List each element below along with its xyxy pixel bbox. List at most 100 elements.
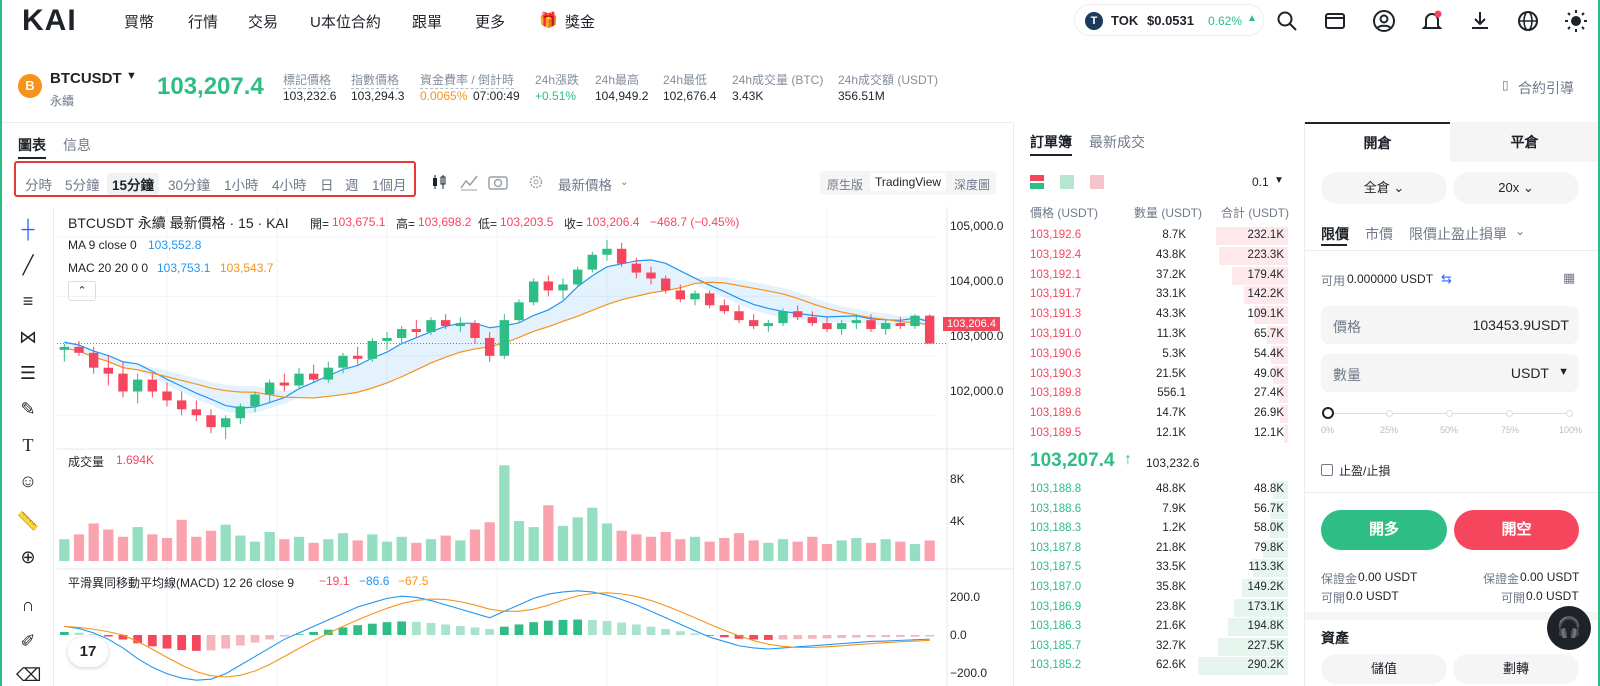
leverage-select[interactable]: 20x ⌄ (1453, 172, 1579, 204)
remove-drawings-icon[interactable]: ⌫ (16, 665, 42, 685)
tf-5m[interactable]: 5分鐘 (65, 178, 100, 193)
bid-row[interactable]: 103,185.2 62.6K 290.2K (1014, 656, 1304, 676)
symbol-selector[interactable]: BTCUSDT (50, 70, 122, 87)
tab-chart[interactable]: 圖表 (18, 137, 46, 153)
indicators-icon[interactable] (460, 173, 478, 191)
nav-more[interactable]: 更多 (475, 14, 506, 31)
tf-1h[interactable]: 1小時 (224, 178, 259, 193)
order-type-market[interactable]: 市價 (1365, 226, 1393, 242)
ask-row[interactable]: 103,190.6 5.3K 54.4K (1014, 345, 1304, 365)
price-input[interactable]: 價格 103453.9 USDT (1321, 306, 1579, 344)
open-short-button[interactable]: 開空 (1454, 510, 1579, 550)
amount-slider-handle[interactable] (1322, 407, 1334, 419)
text-tool-icon[interactable]: T (22, 435, 34, 455)
tf-1mo[interactable]: 1個月 (372, 178, 407, 193)
ob-precision-select[interactable]: 0.1 (1252, 175, 1269, 189)
camera-screenshot-icon[interactable] (488, 173, 508, 191)
download-icon[interactable] (1468, 9, 1492, 33)
tf-1d[interactable]: 日 (320, 178, 334, 193)
view-tradingview[interactable]: TradingView (870, 173, 947, 191)
zoom-in-icon[interactable]: ⊕ (20, 547, 36, 567)
fib-icon[interactable]: ☰ (19, 363, 37, 383)
ruler-icon[interactable]: 📏 (16, 511, 40, 531)
crosshair-icon[interactable]: ┼ (21, 219, 35, 239)
search-icon[interactable] (1276, 10, 1298, 32)
calculator-icon[interactable]: ▦ (1563, 270, 1576, 285)
caret-down-icon[interactable]: ▼ (126, 70, 137, 82)
transfer-button[interactable]: 劃轉 (1453, 654, 1579, 684)
transfer-swap-icon[interactable]: ⇆ (1441, 271, 1452, 286)
tpsl-checkbox[interactable] (1321, 464, 1333, 476)
deposit-button[interactable]: 儲值 (1321, 654, 1447, 684)
precision-chevron-icon[interactable]: ▼ (1274, 175, 1284, 186)
tok-ticker-pill[interactable]: T TOK $0.0531 0.62% ▲ (1074, 4, 1264, 36)
caret-down-icon[interactable]: ▼ (1558, 366, 1569, 378)
nav-usdt-futures[interactable]: U本位合約 (310, 14, 381, 31)
ask-row[interactable]: 103,189.8 556.1 27.4K (1014, 384, 1304, 404)
kai-logo[interactable]: KAI (22, 4, 77, 37)
slider-stop[interactable] (1446, 410, 1453, 417)
bid-row[interactable]: 103,186.3 21.6K 194.8K (1014, 617, 1304, 637)
nav-markets[interactable]: 行情 (188, 14, 219, 31)
tpsl-checkbox-label[interactable]: 止盈/止損 (1339, 464, 1391, 478)
mac-indicator-label[interactable]: MAC 20 20 0 0 (68, 261, 149, 275)
mark-price-label[interactable]: 標記價格 (283, 73, 332, 89)
notification-bell-icon[interactable] (1420, 9, 1444, 33)
index-price-label[interactable]: 指數價格 (351, 73, 400, 89)
support-headset-icon[interactable]: 🎧 (1547, 606, 1591, 650)
chevron-down-icon[interactable]: ⌄ (620, 177, 629, 188)
lock-drawing-icon[interactable]: ✐ (20, 631, 36, 651)
tf-4h[interactable]: 4小時 (272, 178, 307, 193)
bid-row[interactable]: 103,187.5 33.5K 113.3K (1014, 558, 1304, 578)
volume-indicator-label[interactable]: 成交量 (68, 455, 105, 469)
price-type-dropdown[interactable]: 最新價格 (558, 178, 612, 193)
ask-row[interactable]: 103,189.5 12.1K 12.1K (1014, 424, 1304, 444)
tab-open-position[interactable]: 開倉 (1305, 122, 1450, 162)
tf-15m[interactable]: 15分鐘 (107, 173, 160, 195)
view-depth[interactable]: 深度圖 (954, 178, 991, 192)
settings-gear-icon[interactable] (528, 174, 544, 190)
quantity-unit-select[interactable]: USDT (1510, 365, 1549, 381)
globe-language-icon[interactable] (1516, 9, 1540, 33)
ob-both-sides-icon[interactable] (1030, 175, 1044, 189)
wallet-icon[interactable] (1324, 10, 1346, 32)
tab-recent-trades[interactable]: 最新成交 (1089, 134, 1145, 150)
user-account-icon[interactable] (1372, 9, 1396, 33)
tab-orderbook[interactable]: 訂單簿 (1030, 134, 1072, 150)
ob-asks-only-icon[interactable] (1090, 175, 1104, 189)
ask-row[interactable]: 103,190.3 21.5K 49.0K (1014, 365, 1304, 385)
nav-copy-trading[interactable]: 跟單 (412, 14, 443, 31)
tradingview-logo[interactable]: 17 (68, 637, 108, 667)
ma-indicator-label[interactable]: MA 9 close 0 (68, 238, 137, 252)
contract-guide-link[interactable]: 合約引導 (1518, 80, 1574, 96)
pattern-icon[interactable]: ⋈ (19, 327, 37, 347)
ob-bids-only-icon[interactable] (1060, 175, 1074, 189)
open-long-button[interactable]: 開多 (1321, 510, 1447, 550)
bid-row[interactable]: 103,187.8 21.8K 79.8K (1014, 539, 1304, 559)
slider-stop[interactable] (1386, 410, 1393, 417)
macd-indicator-label[interactable]: 平滑異同移動平均線(MACD) 12 26 close 9 (68, 576, 295, 590)
bid-row[interactable]: 103,188.3 1.2K 58.0K (1014, 519, 1304, 539)
bid-row[interactable]: 103,186.9 23.8K 173.1K (1014, 598, 1304, 618)
ask-row[interactable]: 103,192.1 37.2K 179.4K (1014, 266, 1304, 286)
margin-mode-select[interactable]: 全倉 ⌄ (1321, 172, 1447, 204)
funding-rate-label[interactable]: 資金費率 / 倒計時 (420, 73, 515, 89)
emoji-icon[interactable]: ☺ (18, 471, 38, 491)
ask-row[interactable]: 103,191.3 43.3K 109.1K (1014, 305, 1304, 325)
bid-row[interactable]: 103,188.8 48.8K 48.8K (1014, 480, 1304, 500)
quantity-input[interactable]: 數量 USDT ▼ (1321, 354, 1579, 392)
bid-row[interactable]: 103,187.0 35.8K 149.2K (1014, 578, 1304, 598)
price-input-value[interactable]: 103453.9 (1472, 317, 1531, 333)
slider-stop[interactable] (1566, 410, 1573, 417)
candlestick-type-icon[interactable] (430, 173, 448, 191)
trend-line-icon[interactable]: ╱ (22, 255, 34, 275)
price-chart-canvas[interactable] (57, 207, 1013, 686)
tf-1w[interactable]: 週 (345, 178, 359, 193)
tf-timeline[interactable]: 分時 (25, 178, 52, 193)
nav-bonus[interactable]: 獎金 (565, 14, 596, 31)
brush-icon[interactable]: ✎ (20, 399, 36, 419)
collapse-legend-button[interactable]: ⌃ (68, 281, 96, 301)
ask-row[interactable]: 103,191.7 33.1K 142.2K (1014, 285, 1304, 305)
chevron-down-icon[interactable]: ⌄ (1515, 224, 1526, 238)
ask-row[interactable]: 103,192.4 43.8K 223.3K (1014, 246, 1304, 266)
